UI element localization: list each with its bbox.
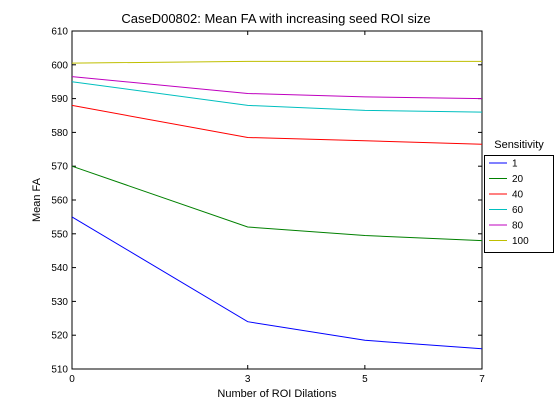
y-axis-label: Mean FA — [31, 177, 43, 222]
series-line-40 — [71, 104, 483, 145]
series-line-60 — [71, 81, 483, 113]
x-tick-label: 5 — [362, 374, 368, 385]
series-line-1 — [71, 216, 483, 350]
y-tick-label: 600 — [51, 60, 68, 71]
y-tick-label: 550 — [51, 229, 68, 240]
x-tick-label: 7 — [479, 374, 485, 385]
y-tick-label: 580 — [51, 128, 68, 139]
y-tick-label: 590 — [51, 94, 68, 105]
axis-ticks: 510 520 530 540 550 560 570 580 590 600 610 0 3 5 7 — [51, 27, 485, 386]
y-tick-label: 520 — [51, 331, 68, 342]
x-axis-label: Number of ROI Dilations — [217, 388, 337, 400]
legend-label-60: 60 — [512, 205, 524, 216]
legend-label-80: 80 — [512, 221, 524, 232]
legend: 1 20 40 60 80 100 — [484, 155, 554, 253]
y-tick-label: 570 — [51, 162, 68, 173]
legend-box — [484, 155, 554, 253]
chart-title: CaseD00802: Mean FA with increasing seed… — [121, 11, 430, 26]
series-line-80 — [71, 76, 483, 100]
legend-title: Sensitivity — [494, 139, 544, 151]
plot-area — [71, 30, 483, 370]
y-tick-label: 510 — [51, 365, 68, 376]
series-line-20 — [71, 165, 483, 242]
y-tick-label: 540 — [51, 263, 68, 274]
y-tick-label: 560 — [51, 196, 68, 207]
series-lines — [71, 60, 483, 350]
legend-label-20: 20 — [512, 174, 524, 185]
x-tick-label: 3 — [245, 374, 251, 385]
legend-label-100: 100 — [512, 236, 529, 247]
legend-label-1: 1 — [512, 159, 518, 170]
series-line-100 — [71, 60, 482, 64]
x-tick-label: 0 — [69, 374, 75, 385]
legend-label-40: 40 — [512, 190, 524, 201]
y-tick-label: 530 — [51, 297, 68, 308]
y-tick-label: 610 — [51, 27, 68, 38]
